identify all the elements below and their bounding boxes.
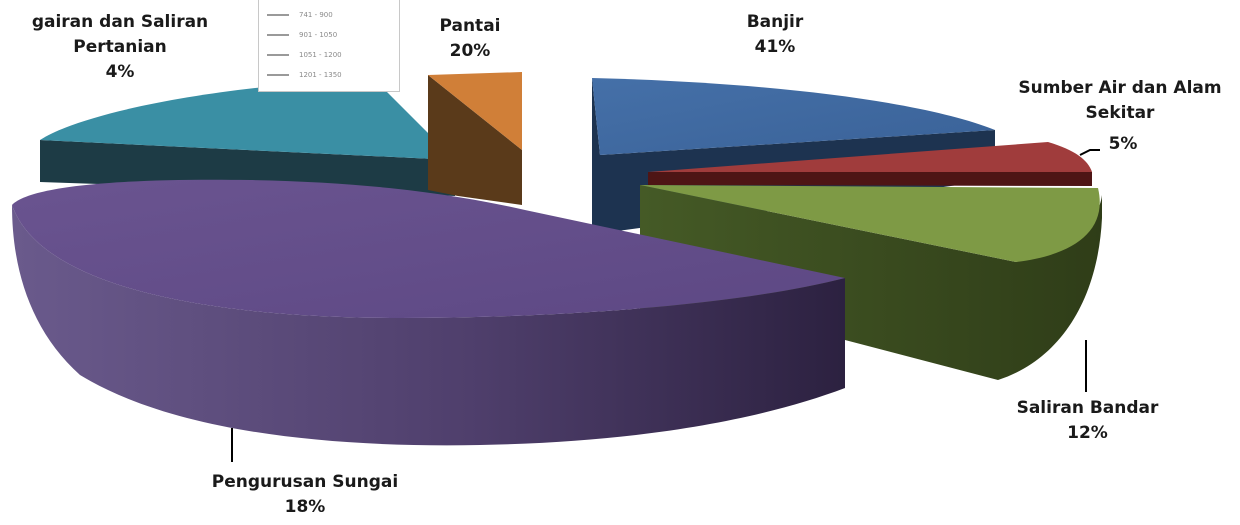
label-sumber-pct: 5% [1108,134,1138,154]
label-pertanian: gairan dan Saliran Pertanian 4% [31,12,209,82]
slice-bandar [640,185,1100,262]
slice-pengurusan-side [12,205,845,446]
legend-entry: 1201 - 1350 [267,69,393,81]
label-pengurusan: Pengurusan Sungai 18% [211,472,399,517]
slice-pertanian [40,80,455,160]
slice-pantai-side [428,75,522,205]
label-bandar: Saliran Bandar 12% [1016,398,1159,443]
slice-pengurusan [12,179,845,318]
label-banjir: Banjir 41% [746,12,804,57]
label-pantai: Pantai 20% [439,16,501,61]
legend-entry: 1051 - 1200 [267,49,393,61]
leader-line-sumber [1079,149,1100,156]
label-sumber: Sumber Air dan Alam Sekitar [1018,78,1222,123]
legend-entry: 901 - 1050 [267,29,393,41]
slice-sumber-side [648,172,1092,186]
slice-pantai [428,72,522,150]
legend-overlay: 741 - 900 901 - 1050 1051 - 1200 1201 - … [258,0,400,92]
slice-sumber [648,142,1092,172]
slice-banjir [592,78,995,155]
legend-entry: 741 - 900 [267,9,393,21]
